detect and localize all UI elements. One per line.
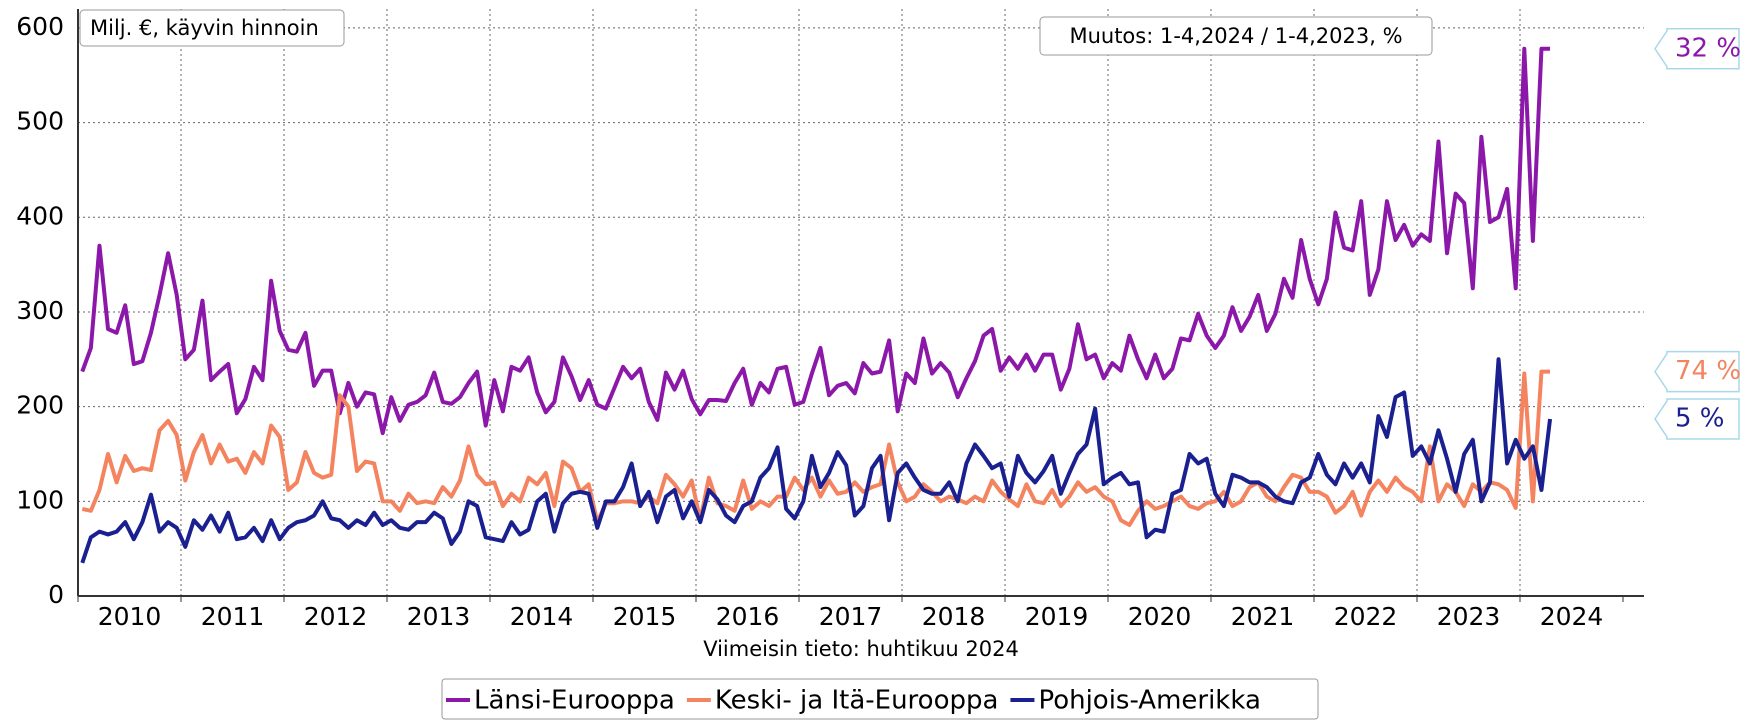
legend-box xyxy=(441,678,1319,720)
x-tick-label: 2015 xyxy=(613,602,677,631)
x-tick-label: 2012 xyxy=(304,602,368,631)
y-tick-label: 300 xyxy=(16,296,64,325)
end-label: 32 % xyxy=(1675,33,1741,63)
legend: Länsi-Eurooppa Keski- ja Itä-Eurooppa Pohj… xyxy=(446,686,1261,716)
x-tick-label: 2023 xyxy=(1437,602,1501,631)
x-axis-label: Viimeisin tieto: huhtikuu 2024 xyxy=(703,637,1019,661)
y-tick-label: 400 xyxy=(16,201,64,230)
x-tick-label: 2024 xyxy=(1540,602,1604,631)
x-tick-label: 2013 xyxy=(407,602,471,631)
annotation: Milj. €, käyvin hinnoin xyxy=(90,16,319,40)
x-tick-label: 2011 xyxy=(201,602,265,631)
series-line xyxy=(80,357,1553,564)
annotation-box xyxy=(79,9,345,47)
y-tick-label: 0 xyxy=(48,580,64,609)
x-tick-label: 2010 xyxy=(98,602,162,631)
end-label-box xyxy=(1654,350,1740,393)
end-label: 5 % xyxy=(1675,403,1725,433)
grid: 0 100 200 300 400 500 600 2010 2011 2012 2013 2014 2… xyxy=(16,9,1644,631)
y-tick-label: 600 xyxy=(16,12,64,41)
series-line xyxy=(81,369,1551,527)
x-tick-label: 2018 xyxy=(922,602,986,631)
y-tick-label: 200 xyxy=(16,391,64,420)
x-tick-label: 2017 xyxy=(819,602,883,631)
x-tick-label: 2014 xyxy=(510,602,574,631)
x-tick-label: 2020 xyxy=(1128,602,1192,631)
legend-label: Länsi-Eurooppa xyxy=(474,686,675,716)
end-label-box xyxy=(1654,398,1740,440)
x-tick-label: 2021 xyxy=(1231,602,1295,631)
lines: 32 % 74 % 5 % xyxy=(80,28,1741,564)
series-line xyxy=(80,46,1551,436)
y-tick-label: 100 xyxy=(16,485,64,514)
annotation-box xyxy=(1039,16,1433,56)
x-tick-label: 2019 xyxy=(1025,602,1089,631)
x-tick-label: 2022 xyxy=(1334,602,1398,631)
legend-label: Pohjois-Amerikka xyxy=(1038,686,1260,716)
end-label: 74 % xyxy=(1675,356,1741,386)
x-tick-label: 2016 xyxy=(716,602,780,631)
end-label-box xyxy=(1654,28,1740,70)
annotation: Muutos: 1-4,2024 / 1-4,2023, % xyxy=(1069,24,1402,48)
legend-label: Keski- ja Itä-Eurooppa xyxy=(715,686,999,716)
y-tick-label: 500 xyxy=(16,107,64,136)
